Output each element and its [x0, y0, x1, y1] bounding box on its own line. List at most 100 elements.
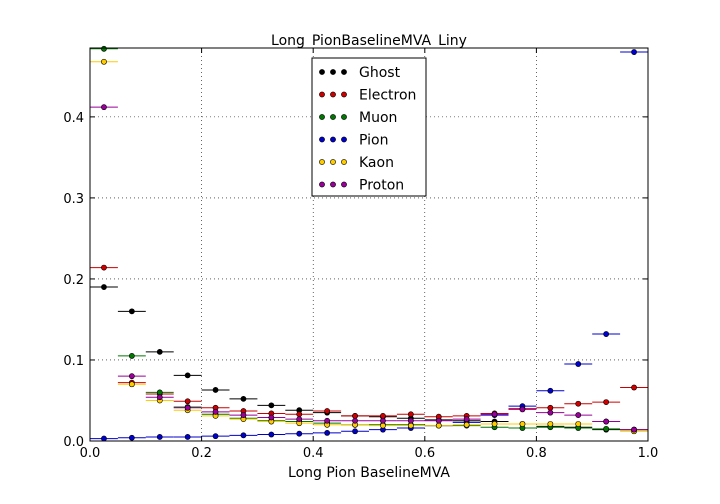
x-tick-label: 0.6	[414, 446, 435, 461]
data-point	[296, 416, 303, 423]
legend-entry-muon: Muon	[319, 110, 397, 126]
data-point	[407, 411, 414, 418]
legend-marker	[319, 181, 325, 188]
legend-entry-pion: Pion	[319, 133, 388, 149]
legend-marker	[330, 181, 336, 188]
data-point	[491, 421, 498, 427]
data-point	[296, 411, 303, 418]
legend-label: Muon	[359, 110, 397, 126]
data-point	[240, 412, 247, 418]
data-point	[603, 399, 610, 406]
data-point	[631, 426, 637, 433]
data-point	[547, 404, 554, 411]
data-point	[631, 384, 637, 391]
y-tick-label: 0.0	[63, 435, 84, 450]
plot-frame	[89, 47, 649, 442]
data-point	[631, 49, 637, 55]
data-point	[463, 421, 470, 428]
y-tick-label: 0.2	[63, 273, 84, 288]
data-point	[547, 387, 554, 394]
data-point	[128, 353, 135, 359]
data-point	[101, 284, 107, 290]
legend-marker	[330, 91, 336, 98]
data-point	[101, 264, 107, 271]
data-point	[380, 417, 386, 424]
legend-marker	[319, 69, 325, 75]
legend-marker	[319, 136, 325, 143]
data-point	[101, 58, 107, 65]
data-point	[603, 331, 610, 337]
x-tick-label: 0.4	[303, 446, 324, 461]
data-point	[435, 417, 442, 424]
data-point	[324, 417, 331, 424]
legend-marker	[341, 136, 347, 143]
legend-entry-electron: Electron	[319, 88, 416, 104]
series-proton	[90, 104, 648, 433]
data-point	[491, 411, 498, 418]
y-tick-label: 0.3	[63, 192, 84, 207]
grid	[90, 48, 648, 441]
data-point	[547, 421, 554, 427]
data-point	[380, 412, 386, 419]
data-point	[101, 435, 107, 442]
legend-marker	[330, 136, 336, 143]
legend-entry-kaon: Kaon	[319, 155, 394, 171]
data-point	[101, 45, 107, 52]
data-point	[184, 434, 191, 440]
y-tick-label: 0.1	[63, 354, 84, 369]
data-point	[352, 412, 358, 419]
legend-entry-proton: Proton	[319, 178, 404, 194]
y-tick-label: 0.4	[63, 111, 84, 126]
x-axis-title: Long Pion BaselineMVA	[288, 465, 450, 481]
legend-marker	[319, 114, 325, 120]
legend-label: Ghost	[359, 65, 401, 81]
legend-marker	[341, 159, 347, 165]
data-point	[128, 434, 135, 441]
data-point	[407, 422, 414, 429]
x-tick-label: 0.8	[526, 446, 547, 461]
data-point	[212, 408, 219, 415]
data-point	[128, 381, 135, 388]
legend-label: Kaon	[359, 155, 394, 171]
legend-box	[311, 57, 427, 197]
data-point	[352, 417, 358, 424]
legend-marker	[319, 91, 325, 98]
data-point	[575, 421, 582, 427]
data-point	[575, 361, 582, 367]
data-point	[296, 430, 303, 437]
data-point	[575, 412, 582, 418]
data-point	[128, 308, 135, 315]
data-point	[435, 422, 442, 429]
data-point	[156, 389, 163, 396]
legend: Ghost Electron Muon Pion Kaon Proton	[311, 57, 427, 197]
legend-marker	[330, 159, 336, 165]
data-point	[519, 406, 526, 413]
legend-marker	[341, 69, 347, 75]
data-point	[156, 434, 163, 440]
data-point	[212, 387, 219, 393]
data-point	[240, 432, 247, 439]
data-point	[603, 425, 610, 432]
data-point	[463, 416, 470, 423]
data-point	[352, 428, 358, 435]
data-point	[380, 422, 386, 429]
data-point	[128, 373, 135, 380]
legend-marker	[341, 91, 347, 98]
data-point	[519, 421, 526, 427]
data-point	[184, 372, 191, 379]
data-point	[575, 400, 582, 407]
legend-marker	[330, 69, 336, 75]
legend-label: Electron	[359, 88, 416, 104]
data-point	[184, 398, 191, 405]
legend-label: Proton	[359, 178, 404, 194]
data-point	[324, 429, 331, 436]
data-point	[240, 395, 247, 402]
series-layer	[90, 45, 648, 442]
data-point	[184, 404, 191, 411]
data-point	[101, 104, 107, 111]
ticks: 0.0 0.2 0.4 0.6 0.8 1.0 0.0 0.1 0.2 0.3 0.4	[63, 48, 658, 461]
legend-marker	[341, 181, 347, 188]
data-point	[156, 394, 163, 401]
data-point	[547, 409, 554, 416]
data-point	[212, 433, 219, 440]
